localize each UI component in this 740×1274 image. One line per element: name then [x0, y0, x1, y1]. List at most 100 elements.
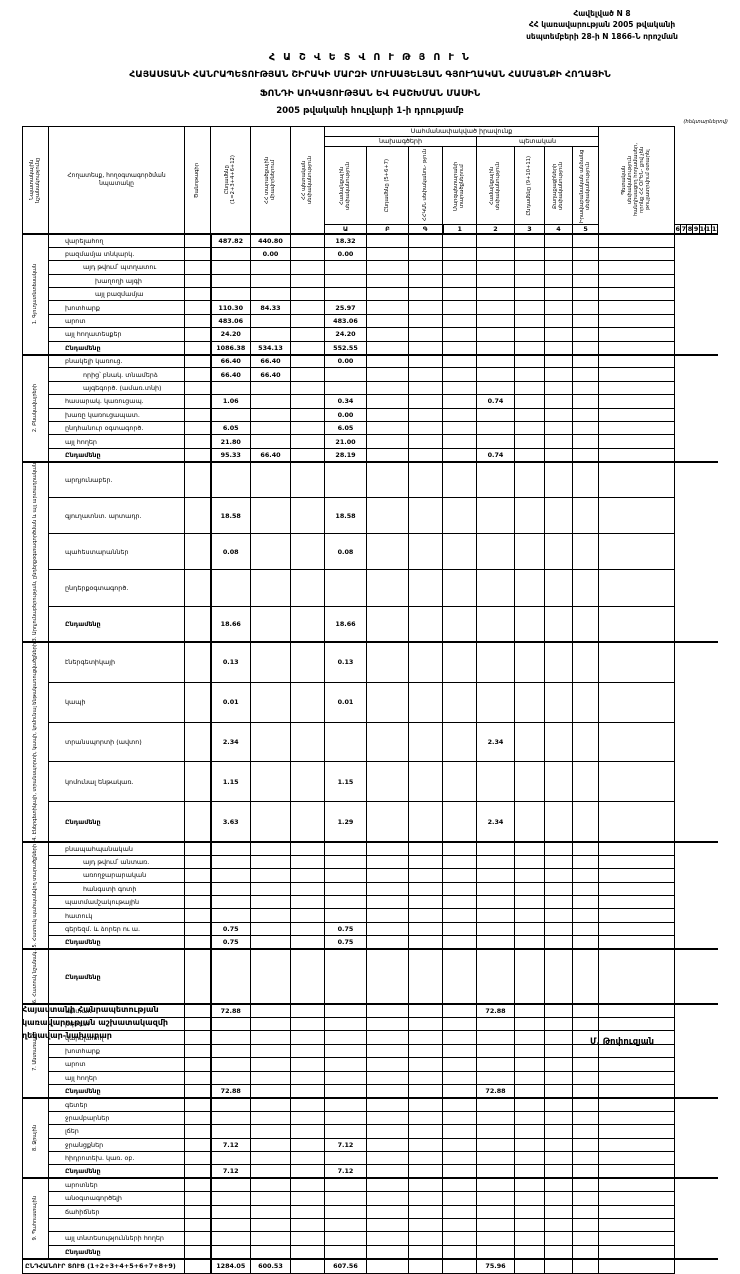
- cell-col-8: 2.34: [476, 721, 515, 763]
- cell-col-1: [210, 1124, 251, 1139]
- cell-col-9: [514, 854, 545, 870]
- cell-col-4: 0.00: [324, 407, 367, 422]
- row-label: առողջարարական: [48, 868, 185, 883]
- cell-col-8: [476, 1017, 515, 1032]
- cell-col-12: [598, 1150, 676, 1166]
- row-note-cell: [184, 681, 212, 723]
- column-number-1: Ա: [324, 224, 367, 235]
- cell-col-12: [598, 935, 676, 950]
- cell-col-7: [442, 394, 477, 409]
- cell-col-3: [290, 420, 325, 436]
- cell-col-4: 1.15: [324, 761, 367, 803]
- cell-col-5: [366, 340, 409, 356]
- cell-col-10: [544, 908, 573, 923]
- cell-col-12: [598, 881, 676, 896]
- cell-col-11: [571, 340, 600, 356]
- cell-col-2: [250, 868, 291, 883]
- cell-col-12: [598, 1070, 676, 1085]
- cell-col-3: [290, 881, 325, 896]
- cell-col-3: [290, 569, 325, 607]
- cell-col-4: [324, 868, 367, 883]
- cell-col-9: [514, 533, 545, 571]
- cell-col-4: [324, 273, 367, 289]
- cell-col-4: [324, 461, 367, 499]
- cell-col-12: [598, 327, 676, 342]
- cell-col-12: [598, 854, 676, 870]
- cell-col-4: 0.00: [324, 354, 367, 369]
- cell-col-2: [250, 948, 291, 1005]
- cell-col-4: [324, 881, 367, 896]
- cell-col-3: [290, 721, 325, 763]
- cell-col-5: [366, 1017, 409, 1032]
- column-number-9: 6: [674, 224, 682, 235]
- cell-col-11: [571, 1124, 600, 1139]
- cell-col-11: [571, 1164, 600, 1179]
- cell-col-6: [408, 327, 443, 342]
- footer-signatory-title: Հայաստանի Հանրապետության կառավարության ա…: [22, 1004, 168, 1042]
- cell-col-8: [476, 569, 515, 607]
- cell-col-8: [476, 841, 515, 856]
- cell-col-3: [290, 367, 325, 382]
- cell-col-10: [544, 1043, 573, 1059]
- cell-col-1: [210, 881, 251, 896]
- cell-col-3: [290, 868, 325, 883]
- cell-col-4: [324, 1057, 367, 1072]
- cell-col-11: [571, 1204, 600, 1219]
- table-row: թփուտ: [23, 1017, 718, 1032]
- cell-col-9: [514, 1030, 545, 1045]
- table-row: հանգստի գոտի: [23, 881, 718, 896]
- cell-col-6: [408, 1137, 443, 1152]
- cell-col-3: [290, 1070, 325, 1085]
- cell-col-8: [476, 1043, 515, 1059]
- cell-col-8: [476, 1124, 515, 1139]
- header-col12: Պետական սեփականություն հանդիսացող հողամա…: [598, 126, 676, 235]
- column-number-7: 4: [544, 224, 573, 235]
- row-note-cell: [184, 1231, 212, 1246]
- cell-col-9: [514, 497, 545, 535]
- cell-col-7: [442, 681, 477, 723]
- cell-col-3: [290, 273, 325, 289]
- header-landtype: Հողատեսք, հողօգտագործման նպատակը: [48, 126, 185, 235]
- cell-col-7: [442, 1164, 477, 1179]
- column-number-10: 7: [680, 224, 688, 235]
- row-note-cell: [184, 1150, 212, 1166]
- cell-col-1: [210, 841, 251, 856]
- cell-col-10: [544, 1030, 573, 1045]
- row-label: հասարակ. կառուցապ.: [48, 394, 185, 409]
- cell-col-9: [514, 569, 545, 607]
- cell-col-3: [290, 287, 325, 302]
- cell-col-3: [290, 1164, 325, 1179]
- cell-col-4: [324, 841, 367, 856]
- cell-col-12: [598, 461, 676, 499]
- cell-col-8: [476, 313, 515, 329]
- cell-col-10: [544, 367, 573, 382]
- cell-col-7: [442, 340, 477, 356]
- table-row: Ընդամենը 18.66 18.66: [22, 605, 718, 643]
- cell-col-3: [290, 300, 325, 315]
- cell-col-12: [598, 868, 676, 883]
- cell-col-6: [408, 894, 443, 910]
- cell-col-9: [514, 354, 545, 369]
- table-row: պատմամշակութային: [23, 894, 718, 910]
- cell-col-4: 0.34: [324, 394, 367, 409]
- cell-col-10: [544, 354, 573, 369]
- cell-col-6: [408, 367, 443, 382]
- cell-col-12: [598, 681, 676, 723]
- cell-col-2: [250, 894, 291, 910]
- cell-col-8: [476, 461, 515, 499]
- cell-col-9: [514, 921, 545, 937]
- row-note-cell: [184, 569, 212, 607]
- footer-line-3: ղեկավար-նախարար: [22, 1030, 112, 1040]
- cell-col-7: [442, 434, 477, 449]
- decree-line-1: ՀՀ կառավարության 2005 թվականի: [528, 20, 676, 30]
- cell-col-6: [408, 569, 443, 607]
- cell-col-4: [324, 367, 367, 382]
- unit-note: (հեկտարներով): [683, 119, 728, 125]
- cell-col-8: [476, 354, 515, 369]
- row-note-cell: [184, 300, 212, 315]
- cell-col-9: [514, 605, 545, 643]
- row-note-cell: [184, 841, 212, 856]
- row-label: վարելահող: [48, 233, 185, 248]
- cell-col-7: [442, 407, 477, 422]
- cell-col-7: [442, 420, 477, 436]
